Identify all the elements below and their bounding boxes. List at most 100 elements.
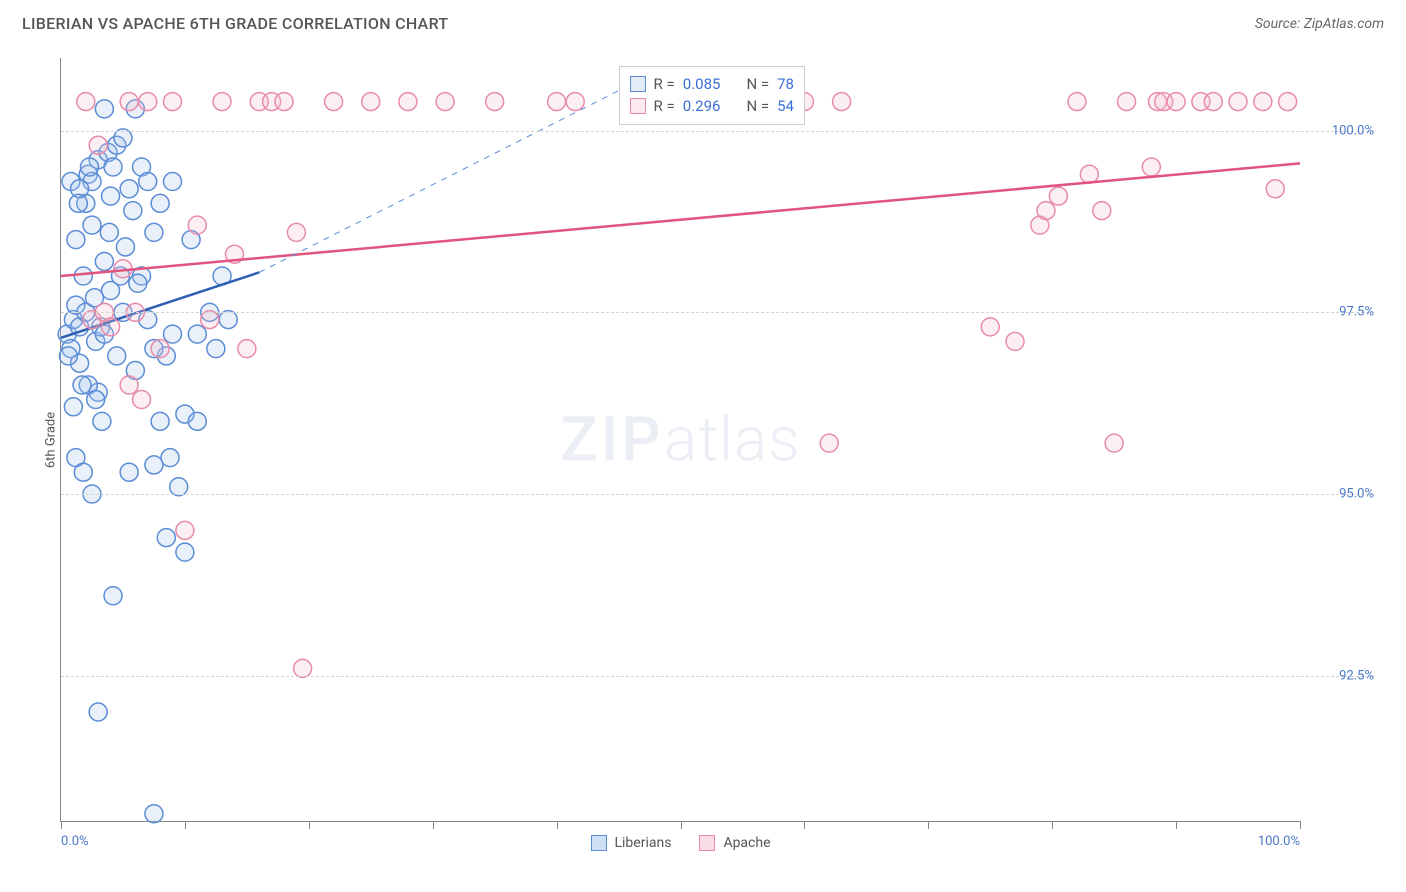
data-point bbox=[93, 412, 111, 430]
legend-row: R =0.296N =54 bbox=[630, 95, 794, 118]
data-point bbox=[213, 93, 231, 111]
legend-swatch bbox=[630, 98, 646, 114]
data-point bbox=[1118, 93, 1136, 111]
legend-n-label: N = bbox=[746, 95, 769, 118]
data-point bbox=[80, 158, 98, 176]
data-point bbox=[104, 587, 122, 605]
xtick bbox=[433, 821, 434, 829]
xtick bbox=[1052, 821, 1053, 829]
legend-label: Apache bbox=[723, 835, 770, 851]
legend-item: Apache bbox=[699, 835, 770, 851]
xtick-label: 0.0% bbox=[61, 834, 89, 849]
data-point bbox=[102, 318, 120, 336]
xtick-label: 100.0% bbox=[1258, 834, 1300, 849]
data-point bbox=[87, 391, 105, 409]
data-point bbox=[95, 252, 113, 270]
xtick bbox=[557, 821, 558, 829]
data-point bbox=[188, 325, 206, 343]
data-point bbox=[145, 805, 163, 823]
data-point bbox=[157, 529, 175, 547]
ytick-label: 95.0% bbox=[1310, 487, 1374, 502]
legend-r-label: R = bbox=[654, 95, 675, 118]
correlation-legend: R =0.085N =78R =0.296N =54 bbox=[619, 66, 805, 125]
data-point bbox=[139, 173, 157, 191]
data-point bbox=[207, 340, 225, 358]
data-point bbox=[74, 463, 92, 481]
series-legend: Liberians Apache bbox=[590, 835, 770, 851]
data-point bbox=[188, 216, 206, 234]
data-point bbox=[108, 347, 126, 365]
legend-r-value: 0.296 bbox=[683, 95, 721, 118]
data-point bbox=[548, 93, 566, 111]
data-point bbox=[1142, 158, 1160, 176]
data-point bbox=[362, 93, 380, 111]
data-point bbox=[95, 100, 113, 118]
data-point bbox=[145, 223, 163, 241]
data-point bbox=[287, 223, 305, 241]
data-point bbox=[120, 463, 138, 481]
legend-r-label: R = bbox=[654, 73, 675, 96]
gridline-h bbox=[61, 676, 1374, 677]
gridline-h bbox=[61, 312, 1374, 313]
data-point bbox=[59, 347, 77, 365]
data-point bbox=[120, 180, 138, 198]
data-point bbox=[116, 238, 134, 256]
data-point bbox=[1204, 93, 1222, 111]
regression-line bbox=[61, 163, 1300, 276]
data-point bbox=[69, 194, 87, 212]
y-axis-label: 6th Grade bbox=[44, 411, 59, 467]
data-point bbox=[981, 318, 999, 336]
xtick bbox=[185, 821, 186, 829]
data-point bbox=[133, 391, 151, 409]
data-point bbox=[1068, 93, 1086, 111]
data-point bbox=[73, 376, 91, 394]
legend-n-value: 78 bbox=[777, 73, 794, 96]
plot-svg bbox=[61, 58, 1300, 821]
data-point bbox=[436, 93, 454, 111]
chart-source: Source: ZipAtlas.com bbox=[1255, 16, 1384, 32]
xtick bbox=[1300, 821, 1301, 829]
data-point bbox=[151, 194, 169, 212]
data-point bbox=[325, 93, 343, 111]
data-point bbox=[124, 202, 142, 220]
xtick bbox=[1176, 821, 1177, 829]
data-point bbox=[1266, 180, 1284, 198]
data-point bbox=[67, 231, 85, 249]
legend-item: Liberians bbox=[590, 835, 671, 851]
data-point bbox=[64, 398, 82, 416]
legend-row: R =0.085N =78 bbox=[630, 73, 794, 96]
chart-header: LIBERIAN VS APACHE 6TH GRADE CORRELATION… bbox=[0, 0, 1406, 43]
data-point bbox=[833, 93, 851, 111]
data-point bbox=[102, 187, 120, 205]
legend-swatch bbox=[699, 835, 715, 851]
data-point bbox=[164, 93, 182, 111]
data-point bbox=[1037, 202, 1055, 220]
gridline-h bbox=[61, 131, 1374, 132]
data-point bbox=[139, 93, 157, 111]
chart-container: 6th Grade ZIPatlas R =0.085N =78R =0.296… bbox=[22, 48, 1384, 852]
data-point bbox=[1105, 434, 1123, 452]
xtick bbox=[804, 821, 805, 829]
gridline-h bbox=[61, 494, 1374, 495]
data-point bbox=[399, 93, 417, 111]
ytick-label: 100.0% bbox=[1310, 123, 1374, 138]
data-point bbox=[104, 158, 122, 176]
guide-line bbox=[259, 91, 618, 273]
data-point bbox=[1167, 93, 1185, 111]
data-point bbox=[1049, 187, 1067, 205]
data-point bbox=[145, 456, 163, 474]
data-point bbox=[120, 93, 138, 111]
xtick bbox=[681, 821, 682, 829]
data-point bbox=[1093, 202, 1111, 220]
data-point bbox=[1254, 93, 1272, 111]
data-point bbox=[188, 412, 206, 430]
data-point bbox=[1080, 165, 1098, 183]
legend-n-label: N = bbox=[746, 73, 769, 96]
data-point bbox=[1006, 332, 1024, 350]
xtick bbox=[61, 821, 62, 829]
data-point bbox=[120, 376, 138, 394]
legend-swatch bbox=[590, 835, 606, 851]
data-point bbox=[486, 93, 504, 111]
chart-title: LIBERIAN VS APACHE 6TH GRADE CORRELATION… bbox=[22, 14, 448, 33]
data-point bbox=[129, 274, 147, 292]
